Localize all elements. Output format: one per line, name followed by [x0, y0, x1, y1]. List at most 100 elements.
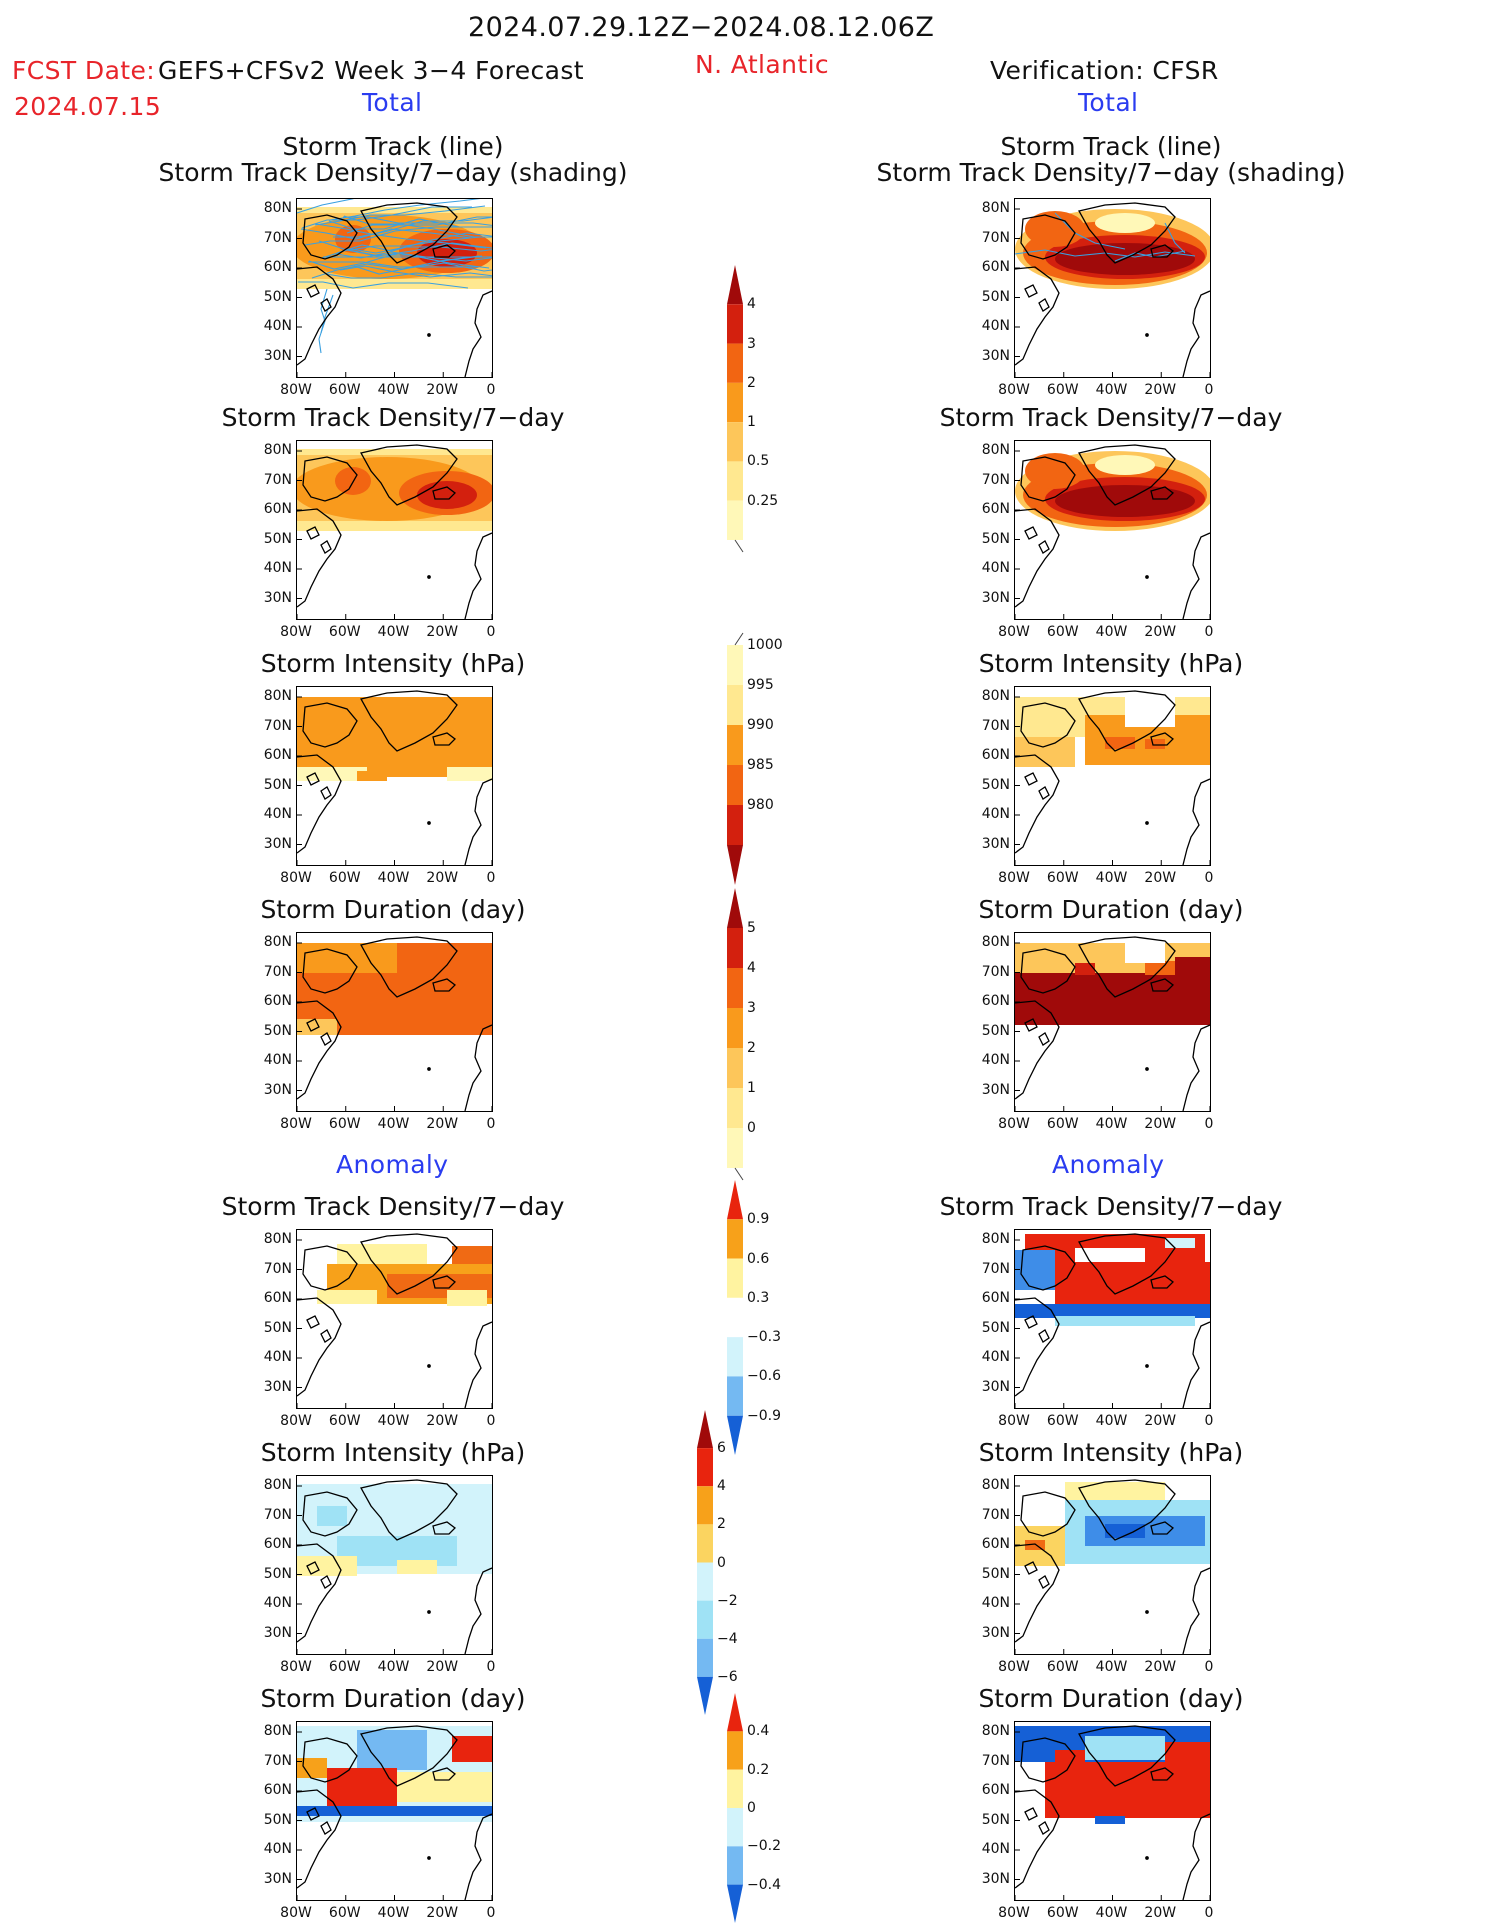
- north-america-coast: [1015, 754, 1060, 854]
- lat-tick-label: 80N: [981, 1477, 1010, 1493]
- colorbar-svg: [727, 1180, 743, 1455]
- lat-tick-label: 80N: [981, 442, 1010, 458]
- azores-dot: [427, 1610, 431, 1614]
- lat-tick-label: 30N: [263, 1081, 292, 1098]
- colorbar-tail: [734, 1167, 744, 1181]
- lat-tick-label: 50N: [263, 288, 292, 305]
- coastline: [297, 1233, 492, 1408]
- greenland-outline: [360, 936, 458, 998]
- colorbar-label: 980: [747, 797, 774, 813]
- island-outline: [320, 298, 332, 312]
- colorbar-segment: [727, 1808, 743, 1847]
- panel-anom-duration-verif: [1014, 1721, 1211, 1901]
- north-america-coast: [1015, 1000, 1060, 1100]
- map-svg: [1015, 1233, 1210, 1408]
- panel-title-line2: Storm Track Density/7−day (shading): [876, 158, 1346, 188]
- lon-tick-label: 80W: [280, 870, 312, 886]
- panel-density-verif: [1014, 440, 1211, 620]
- lat-tick-label: 70N: [263, 717, 292, 734]
- iceland-outline: [432, 486, 456, 500]
- storm-track-line: [320, 294, 334, 334]
- lon-tick-label: 40W: [1095, 1116, 1128, 1132]
- storm-track-line: [318, 288, 328, 354]
- greenland-outline: [1078, 202, 1176, 264]
- storm-track-line: [315, 223, 487, 249]
- island-outline: [320, 786, 332, 800]
- lat-tick-label: 40N: [981, 1349, 1010, 1365]
- lat-tick-label: 30N: [263, 835, 292, 852]
- lat-tick-label: 40N: [981, 1052, 1010, 1068]
- island-outline: [1038, 1329, 1050, 1343]
- duration-field: [1075, 963, 1095, 975]
- lon-tick-label: 20W: [426, 382, 459, 398]
- anomaly-field: [1025, 1540, 1045, 1550]
- lon-tick-label: 0: [1204, 870, 1214, 886]
- colorbar-segment: [697, 1600, 713, 1639]
- colorbar-label: 990: [747, 717, 774, 733]
- intensity-field: [297, 767, 367, 781]
- lon-tick-label: 0: [1204, 1116, 1214, 1132]
- lat-tick-label: 80N: [263, 688, 292, 704]
- map-svg: [1015, 690, 1210, 865]
- lat-tick-label: 40N: [263, 806, 292, 822]
- panel-intensity-fcst: [296, 686, 493, 866]
- anomaly-field: [327, 1768, 397, 1808]
- colorbar-segment: [727, 1693, 743, 1732]
- lon-tick-label: 80W: [998, 1905, 1030, 1921]
- panel-title: Storm Intensity (hPa): [260, 1438, 526, 1467]
- greenland-outline: [1078, 1479, 1176, 1541]
- lon-tick-label: 80W: [998, 870, 1030, 886]
- lon-tick-label: 60W: [1046, 870, 1079, 886]
- lat-tick-label: 50N: [263, 1022, 292, 1039]
- density-band: [1095, 455, 1155, 475]
- colorbar-segment: [727, 888, 743, 928]
- duration-field: [1175, 957, 1210, 977]
- duration-field: [297, 1019, 337, 1035]
- anomaly-field: [1165, 1742, 1210, 1762]
- lon-tick-label: 0: [486, 382, 496, 398]
- greenland-outline: [360, 1725, 458, 1787]
- lat-tick-label: 50N: [263, 1319, 292, 1336]
- coastline: [1015, 1233, 1210, 1408]
- lat-tick-label: 40N: [263, 1349, 292, 1365]
- lat-tick-label: 30N: [981, 1378, 1010, 1395]
- colorbar-segment: [727, 725, 743, 765]
- colorbar-label: −0.4: [747, 1876, 781, 1893]
- anomaly-field: [317, 1506, 347, 1526]
- colorbar-segment: [727, 304, 743, 344]
- iceland-outline: [1150, 244, 1174, 258]
- lon-tick-label: 20W: [1144, 1905, 1177, 1921]
- colorbar-label: 4: [747, 296, 756, 313]
- region-label: N. Atlantic: [695, 50, 830, 79]
- colorbar-segment: [727, 1884, 743, 1923]
- island-outline: [1024, 1315, 1038, 1329]
- lon-tick-label: 60W: [1046, 1413, 1079, 1429]
- anomaly-field: [1075, 1248, 1145, 1266]
- lon-tick-label: 0: [1204, 1413, 1214, 1429]
- storm-track-line: [308, 252, 480, 270]
- anomaly-field: [452, 1736, 492, 1762]
- lat-tick-label: 40N: [263, 318, 292, 334]
- colorbar-label: 0.5: [747, 453, 770, 470]
- lat-tick-label: 60N: [263, 1290, 292, 1306]
- storm-track-line: [333, 216, 492, 238]
- colorbar-label: 2: [747, 374, 756, 391]
- lat-tick-label: 60N: [981, 501, 1010, 517]
- lon-tick-label: 0: [486, 1659, 496, 1675]
- panel-title-line2: Storm Track Density/7−day (shading): [158, 158, 628, 188]
- lon-tick-label: 0: [486, 870, 496, 886]
- axis-ticks: [1015, 208, 1210, 377]
- lon-tick-label: 40W: [377, 870, 410, 886]
- map-svg: [297, 1233, 492, 1408]
- coastline: [1015, 690, 1210, 865]
- island-outline: [1024, 1561, 1038, 1575]
- map-svg: [1015, 936, 1210, 1111]
- europe-coast: [1182, 532, 1210, 619]
- lon-tick-label: 40W: [1095, 1413, 1128, 1429]
- lat-tick-label: 60N: [263, 1782, 292, 1798]
- anomaly-field: [1055, 1316, 1195, 1326]
- north-america-coast: [1015, 266, 1060, 366]
- storm-track-line: [297, 199, 355, 214]
- island-outline: [306, 526, 320, 540]
- lon-tick-label: 60W: [328, 382, 361, 398]
